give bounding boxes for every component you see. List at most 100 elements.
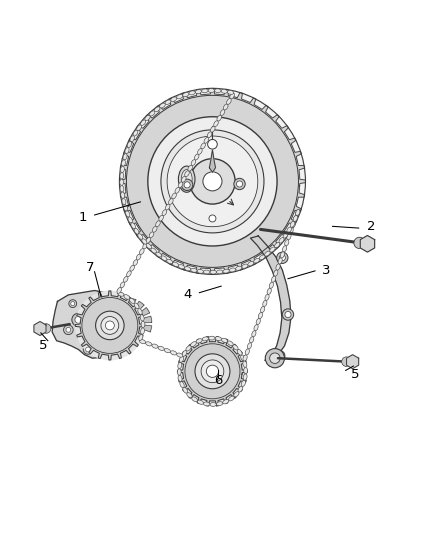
Ellipse shape [243, 374, 247, 380]
Ellipse shape [227, 341, 233, 346]
Ellipse shape [201, 143, 205, 149]
Text: 3: 3 [322, 264, 330, 277]
Ellipse shape [265, 294, 269, 301]
Text: 6: 6 [214, 374, 223, 387]
Ellipse shape [136, 254, 141, 260]
Ellipse shape [188, 165, 193, 171]
Ellipse shape [177, 353, 183, 357]
Ellipse shape [185, 171, 189, 176]
Polygon shape [111, 300, 124, 317]
Ellipse shape [121, 192, 125, 198]
Ellipse shape [130, 265, 134, 271]
Polygon shape [127, 298, 136, 316]
Polygon shape [131, 301, 144, 318]
Ellipse shape [141, 328, 145, 334]
Ellipse shape [243, 361, 247, 367]
Circle shape [285, 311, 291, 318]
Ellipse shape [207, 132, 212, 138]
Ellipse shape [131, 223, 135, 229]
Ellipse shape [178, 265, 184, 269]
Ellipse shape [223, 400, 229, 404]
Ellipse shape [171, 97, 177, 101]
Ellipse shape [201, 89, 208, 93]
Ellipse shape [128, 217, 132, 223]
Circle shape [106, 321, 114, 330]
Ellipse shape [215, 89, 221, 93]
Ellipse shape [138, 233, 143, 239]
Circle shape [279, 255, 286, 261]
Ellipse shape [211, 126, 215, 132]
Ellipse shape [274, 270, 278, 276]
Ellipse shape [182, 351, 187, 357]
Ellipse shape [177, 369, 181, 375]
Circle shape [209, 215, 216, 222]
Circle shape [72, 313, 85, 326]
Circle shape [181, 179, 193, 190]
Ellipse shape [221, 90, 227, 93]
Ellipse shape [230, 268, 236, 272]
Ellipse shape [296, 209, 300, 215]
Ellipse shape [204, 402, 210, 406]
Polygon shape [346, 354, 359, 369]
Ellipse shape [278, 258, 282, 264]
Ellipse shape [149, 232, 154, 238]
Ellipse shape [191, 268, 197, 272]
Circle shape [354, 237, 365, 248]
Ellipse shape [194, 154, 199, 160]
Circle shape [342, 357, 351, 367]
Polygon shape [120, 298, 127, 316]
Ellipse shape [145, 115, 150, 120]
Text: 7: 7 [86, 261, 95, 274]
Polygon shape [105, 305, 121, 319]
Ellipse shape [233, 345, 238, 350]
Ellipse shape [216, 402, 223, 406]
Ellipse shape [120, 173, 124, 179]
Polygon shape [34, 321, 46, 335]
Circle shape [83, 345, 93, 354]
Ellipse shape [258, 312, 262, 319]
Ellipse shape [289, 228, 293, 234]
Circle shape [167, 136, 258, 227]
Circle shape [64, 325, 73, 335]
Ellipse shape [137, 125, 141, 131]
Ellipse shape [196, 339, 202, 343]
Ellipse shape [138, 309, 142, 314]
Ellipse shape [227, 91, 234, 94]
Ellipse shape [238, 386, 243, 392]
Circle shape [276, 353, 283, 359]
Ellipse shape [204, 270, 210, 274]
Circle shape [119, 87, 306, 275]
Ellipse shape [256, 319, 260, 325]
Ellipse shape [139, 334, 143, 341]
Text: 2: 2 [367, 220, 375, 233]
Ellipse shape [152, 344, 158, 348]
Polygon shape [134, 324, 152, 332]
Polygon shape [251, 236, 291, 360]
Ellipse shape [170, 351, 177, 355]
Ellipse shape [146, 342, 152, 346]
Circle shape [208, 140, 217, 149]
Circle shape [195, 354, 230, 389]
Polygon shape [75, 291, 145, 360]
Ellipse shape [120, 166, 124, 173]
Ellipse shape [226, 99, 231, 104]
Ellipse shape [245, 349, 249, 355]
Circle shape [75, 316, 82, 323]
Ellipse shape [247, 343, 251, 349]
Ellipse shape [121, 160, 125, 166]
Ellipse shape [180, 356, 184, 362]
Circle shape [201, 360, 224, 383]
Ellipse shape [261, 306, 265, 312]
Ellipse shape [117, 287, 122, 293]
Circle shape [75, 290, 145, 360]
Circle shape [234, 179, 245, 190]
Ellipse shape [208, 88, 215, 92]
Ellipse shape [186, 345, 191, 351]
Circle shape [41, 324, 51, 333]
Ellipse shape [208, 336, 215, 340]
Ellipse shape [134, 303, 139, 309]
Ellipse shape [267, 288, 271, 294]
Ellipse shape [192, 397, 198, 401]
Ellipse shape [242, 264, 248, 268]
Polygon shape [102, 313, 119, 322]
